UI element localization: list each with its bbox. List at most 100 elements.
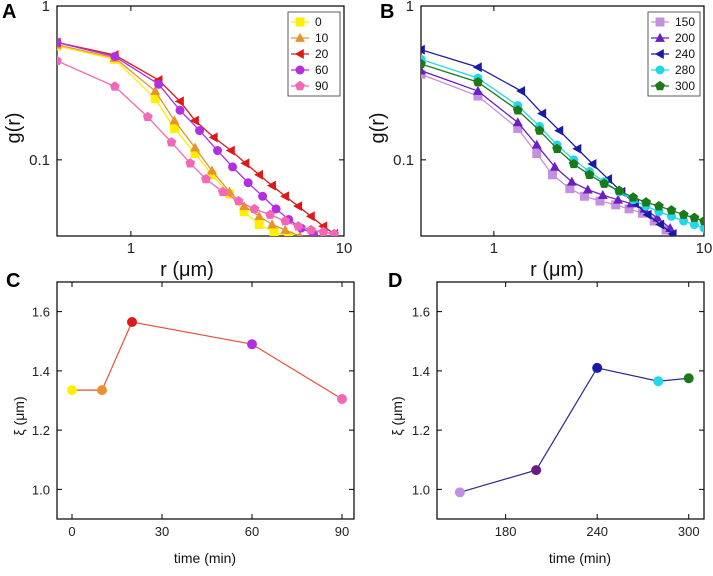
data-point-90 (318, 226, 329, 236)
data-point (67, 385, 77, 396)
data-point-300 (653, 201, 664, 211)
legend-label: 10 (315, 31, 329, 45)
legend-marker (655, 65, 665, 75)
y-tick-label: 1.0 (32, 482, 50, 497)
legend-label: 280 (675, 63, 695, 77)
y-tick-label: 1.6 (32, 305, 50, 320)
legend-label: 240 (675, 47, 695, 61)
data-point-150 (532, 148, 542, 158)
data-point-60 (175, 105, 185, 115)
data-point-10 (150, 85, 161, 95)
data-point-240 (516, 86, 526, 97)
data-point-150 (595, 196, 605, 206)
data-point-300 (568, 158, 579, 169)
data-point-300 (628, 192, 639, 202)
data-point-0 (254, 220, 264, 230)
data-point-240 (421, 44, 425, 55)
data-point-240 (655, 219, 665, 230)
data-point-20 (293, 201, 303, 212)
x-tick-label: 10 (336, 240, 353, 257)
legend-label: 0 (315, 15, 322, 29)
series-line-300 (421, 63, 704, 222)
data-area (454, 362, 694, 498)
data-point-90 (280, 215, 291, 226)
data-point-10 (296, 230, 303, 236)
data-point-60 (213, 146, 223, 156)
data-point-280 (689, 220, 699, 230)
x-tick-label: 1 (127, 240, 135, 257)
data-point-90 (293, 221, 304, 231)
data-point (592, 362, 603, 373)
data-point-200 (597, 189, 608, 199)
data-point-60 (57, 37, 62, 47)
data-point (337, 394, 347, 405)
legend-marker (655, 17, 665, 27)
data-point (454, 487, 465, 498)
data-point-300 (689, 212, 700, 223)
series-line (459, 367, 689, 493)
data-point-300 (666, 205, 677, 215)
legend-marker (295, 17, 305, 27)
data-point-200 (531, 139, 542, 149)
data-point-150 (565, 184, 575, 194)
y-tick-label: 1.4 (412, 364, 430, 379)
data-point-200 (566, 176, 577, 186)
legend-label: 300 (675, 79, 695, 93)
y-tick-label: 1.6 (412, 305, 430, 320)
data-point-10 (267, 219, 278, 229)
panel-a-xlabel: r (μm) (160, 259, 214, 281)
panel-d-letter: D (388, 270, 402, 292)
data-point-90 (306, 224, 316, 235)
data-point-60 (258, 191, 268, 201)
legend: 150 200 240 280 300 (647, 11, 701, 97)
panel-c: C ξ (μm) time (min) 0 30 60 90 1.0 1.2 1.4 1.6 (6, 270, 355, 566)
x-tick-label: 30 (155, 524, 169, 539)
legend-marker (654, 49, 664, 59)
legend-label: 200 (675, 31, 695, 45)
data-point-240 (572, 143, 582, 154)
data-point-240 (554, 125, 564, 136)
data-point-200 (613, 194, 624, 204)
data-point-200 (652, 212, 663, 222)
y-tick-label: 1.2 (32, 423, 50, 438)
data-point-150 (473, 91, 483, 101)
data-point-150 (580, 191, 590, 201)
data-point-200 (512, 117, 523, 127)
data-point-20 (189, 115, 199, 126)
data-area (57, 37, 340, 236)
y-tick-label: 1 (42, 0, 50, 15)
data-point-300 (584, 169, 595, 179)
data-point-0 (169, 123, 179, 133)
data-point (97, 385, 107, 396)
x-tick-label: 10 (696, 240, 713, 257)
data-point-90 (265, 209, 276, 219)
data-point-90 (185, 158, 196, 168)
panel-frame (56, 281, 355, 520)
data-point-90 (142, 111, 153, 122)
data-point-240 (537, 108, 547, 119)
panel-d-xlabel: time (min) (549, 550, 611, 566)
data-point-0 (269, 227, 279, 236)
data-point-150 (638, 208, 648, 218)
panel-a-ylabel: g(r) (3, 112, 25, 143)
legend-label: 90 (315, 79, 329, 93)
panel-d-ylabel: ξ (μm) (389, 396, 405, 435)
data-point-0 (239, 207, 249, 217)
data-point-90 (249, 203, 260, 214)
data-point-20 (240, 158, 250, 169)
x-tick-label: 90 (335, 524, 349, 539)
data-point-90 (233, 195, 244, 206)
series-line-10 (57, 44, 301, 236)
data-point-10 (239, 201, 250, 211)
data-point-150 (547, 170, 557, 180)
data-point-300 (512, 105, 523, 115)
panel-c-ylabel: ξ (μm) (11, 396, 27, 435)
data-point-240 (642, 209, 652, 220)
y-tick-label: 1 (406, 0, 414, 15)
data-point-300 (473, 76, 483, 87)
data-point (653, 376, 664, 387)
legend-marker (295, 65, 305, 75)
data-point-300 (641, 197, 651, 207)
